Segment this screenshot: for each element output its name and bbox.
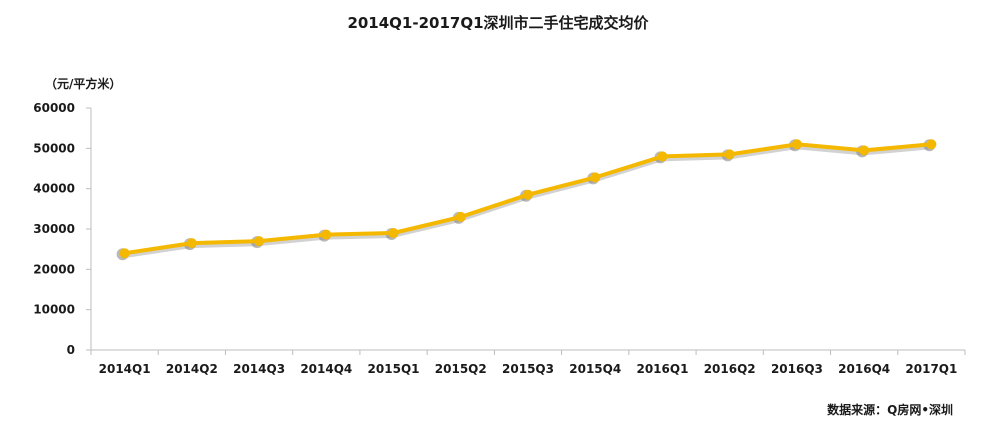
data-point	[455, 211, 466, 222]
series	[119, 139, 937, 259]
chart-title: 2014Q1-2017Q1深圳市二手住宅成交均价	[347, 14, 649, 32]
x-tick-label: 2015Q3	[502, 362, 554, 376]
x-tick-label: 2014Q2	[166, 362, 218, 376]
data-point	[926, 139, 937, 150]
x-tick-label: 2016Q3	[771, 362, 823, 376]
x-tick-label: 2015Q1	[368, 362, 420, 376]
x-tick-label: 2017Q1	[905, 362, 957, 376]
x-tick-label: 2014Q4	[300, 362, 352, 376]
y-tick-label: 10000	[33, 303, 75, 317]
y-tick-label: 20000	[33, 262, 75, 276]
data-point	[859, 145, 870, 156]
data-point	[590, 172, 601, 183]
y-tick-label: 0	[67, 343, 75, 357]
x-tick-label: 2014Q1	[99, 362, 151, 376]
data-point	[791, 139, 802, 150]
y-tick-label: 30000	[33, 222, 75, 236]
x-tick-label: 2016Q1	[636, 362, 688, 376]
y-tick-label: 60000	[33, 101, 75, 115]
source-note: 数据来源：Q房网•深圳	[827, 402, 953, 417]
y-tick-label: 50000	[33, 141, 75, 155]
x-tick-label: 2015Q4	[569, 362, 621, 376]
data-point	[523, 189, 533, 200]
x-tick-label: 2016Q2	[704, 362, 756, 376]
data-point	[119, 248, 130, 259]
data-point	[186, 238, 197, 249]
y-unit-label: （元/平方米）	[45, 76, 121, 91]
data-point	[254, 236, 265, 247]
data-point	[321, 229, 332, 240]
data-point	[724, 149, 735, 160]
x-tick-label: 2014Q3	[233, 362, 285, 376]
y-tick-label: 40000	[33, 182, 75, 196]
data-point	[657, 151, 668, 162]
x-tick-label: 2015Q2	[435, 362, 487, 376]
axes: 0 10000 20000 30000 40000 50000 60000 2014Q1 201…	[33, 101, 966, 376]
x-tick-label: 2016Q4	[838, 362, 890, 376]
data-point	[388, 228, 399, 239]
